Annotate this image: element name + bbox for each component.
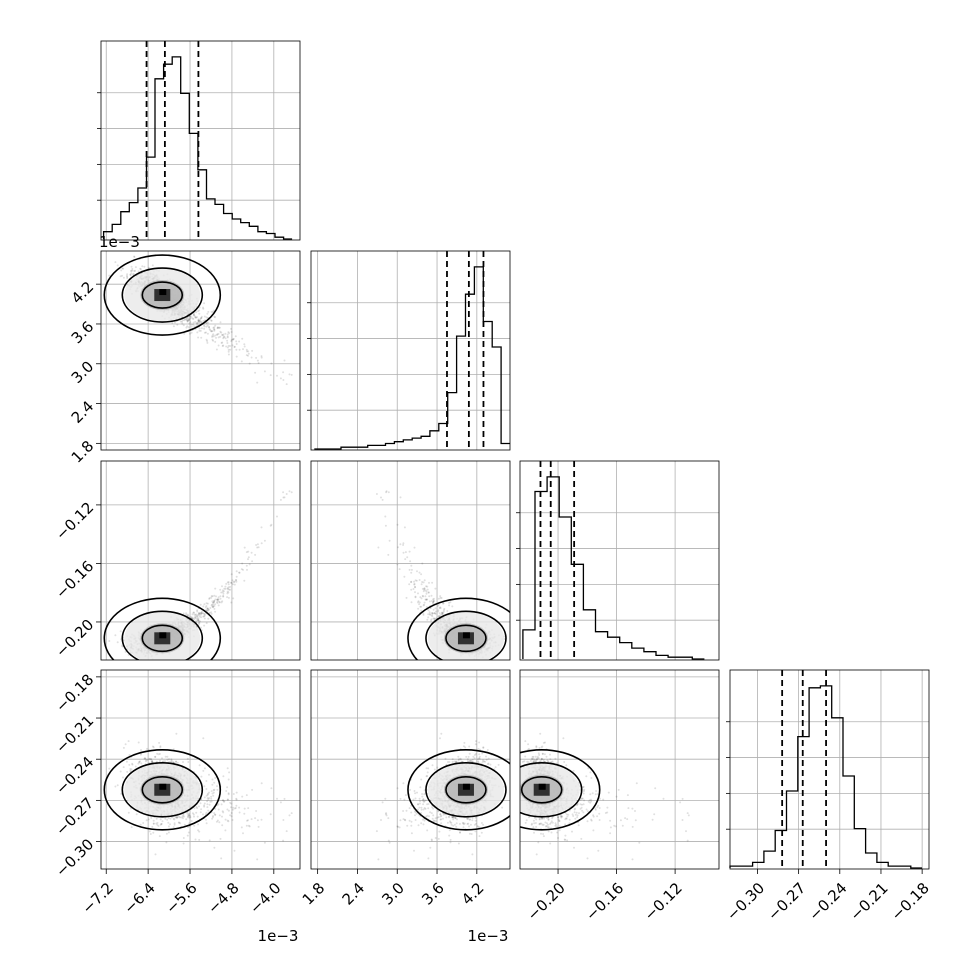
contour-level-2 <box>520 761 583 818</box>
y-tick-label: −0.16 <box>52 557 97 602</box>
panel-frame <box>729 669 930 870</box>
y-tick-label: −0.18 <box>52 671 97 716</box>
x-tick-label: −0.27 <box>764 879 809 924</box>
scatter-panel-3-1 <box>311 670 510 869</box>
x-offset-label: 1e−3 <box>468 927 509 945</box>
panel-frame <box>310 460 511 661</box>
sample-points <box>103 732 293 861</box>
sample-points <box>520 732 690 861</box>
scatter-panel-2-1 <box>311 461 510 660</box>
density-peak <box>538 783 546 790</box>
contour-level-2 <box>121 610 204 660</box>
contour-level-3 <box>445 624 487 653</box>
x-tick-label: −4.0 <box>246 879 284 917</box>
contour-level-2 <box>425 610 507 660</box>
x-tick-label: −5.6 <box>162 879 200 917</box>
histogram-panel-3 <box>726 670 929 869</box>
contour-level-1 <box>407 597 510 660</box>
histogram-step <box>522 476 705 660</box>
density-peak <box>462 783 470 790</box>
y-tick-label: 4.2 <box>68 278 98 308</box>
y-tick-label: −0.27 <box>52 794 97 839</box>
panel-frame <box>519 460 720 661</box>
histogram-panel-2 <box>516 461 719 660</box>
histogram-panel-1 <box>307 251 510 450</box>
contour-level-3 <box>445 775 487 804</box>
panel-frame <box>100 250 301 451</box>
x-offset-label: 1e−3 <box>258 927 299 945</box>
x-tick-label: −0.21 <box>846 879 891 924</box>
sample-points <box>103 490 293 660</box>
y-offset-label: 1e−3 <box>99 233 140 251</box>
x-tick-label: −0.24 <box>805 879 850 924</box>
panel-frame <box>519 669 720 870</box>
y-tick-label: −0.21 <box>52 712 97 757</box>
scatter-panel-1-0 <box>101 251 300 450</box>
contour-level-2 <box>121 761 204 818</box>
x-tick-label: −6.4 <box>120 879 158 917</box>
panel-frame <box>100 460 301 661</box>
density-peak <box>462 632 470 639</box>
histogram-step <box>314 266 510 450</box>
panel-frame <box>100 669 301 870</box>
x-tick-label: 4.2 <box>458 879 488 909</box>
y-tick-label: −0.30 <box>52 835 97 880</box>
y-tick-label: 3.0 <box>68 357 98 387</box>
contour-level-1 <box>103 254 222 336</box>
x-tick-label: 1.8 <box>299 879 329 909</box>
x-tick-label: −0.20 <box>524 879 569 924</box>
contour-level-3 <box>141 624 184 653</box>
y-tick-label: 3.6 <box>68 318 98 348</box>
contour-level-1 <box>103 597 222 660</box>
contour-level-3 <box>520 775 563 804</box>
sample-points <box>375 490 510 660</box>
contour-level-2 <box>121 267 204 323</box>
x-tick-label: 3.6 <box>418 879 448 909</box>
contour-level-3 <box>141 281 184 309</box>
y-tick-label: −0.20 <box>52 616 97 661</box>
contour-level-1 <box>103 748 222 831</box>
panel-frame <box>310 250 511 451</box>
y-tick-label: 1.8 <box>68 437 98 467</box>
y-tick-label: 2.4 <box>68 397 98 427</box>
y-tick-label: −0.12 <box>52 499 97 544</box>
x-tick-label: −0.12 <box>641 879 686 924</box>
density-peak <box>159 783 167 790</box>
panel-frame <box>310 669 511 870</box>
density-peak <box>159 632 167 639</box>
x-tick-label: −0.30 <box>723 879 768 924</box>
scatter-panel-3-2 <box>520 670 719 869</box>
contour-level-2 <box>425 761 507 818</box>
x-tick-label: 2.4 <box>339 879 369 909</box>
panel-frame <box>100 40 301 241</box>
x-tick-label: −7.2 <box>78 879 116 917</box>
sample-points <box>375 732 510 861</box>
density-peak <box>159 289 167 296</box>
contour-level-3 <box>141 775 184 804</box>
contour-level-1 <box>520 748 601 831</box>
x-tick-label: −4.8 <box>204 879 242 917</box>
scatter-panel-3-0 <box>101 670 300 869</box>
histogram-step <box>729 685 923 869</box>
x-tick-label: 3.0 <box>378 879 408 909</box>
y-tick-label: −0.24 <box>52 753 97 798</box>
scatter-panel-2-0 <box>101 461 300 660</box>
x-tick-label: −0.16 <box>582 879 627 924</box>
x-tick-label: −0.18 <box>888 879 933 924</box>
histogram-panel-0 <box>97 41 300 240</box>
sample-points <box>103 254 293 386</box>
contour-level-1 <box>407 748 510 831</box>
